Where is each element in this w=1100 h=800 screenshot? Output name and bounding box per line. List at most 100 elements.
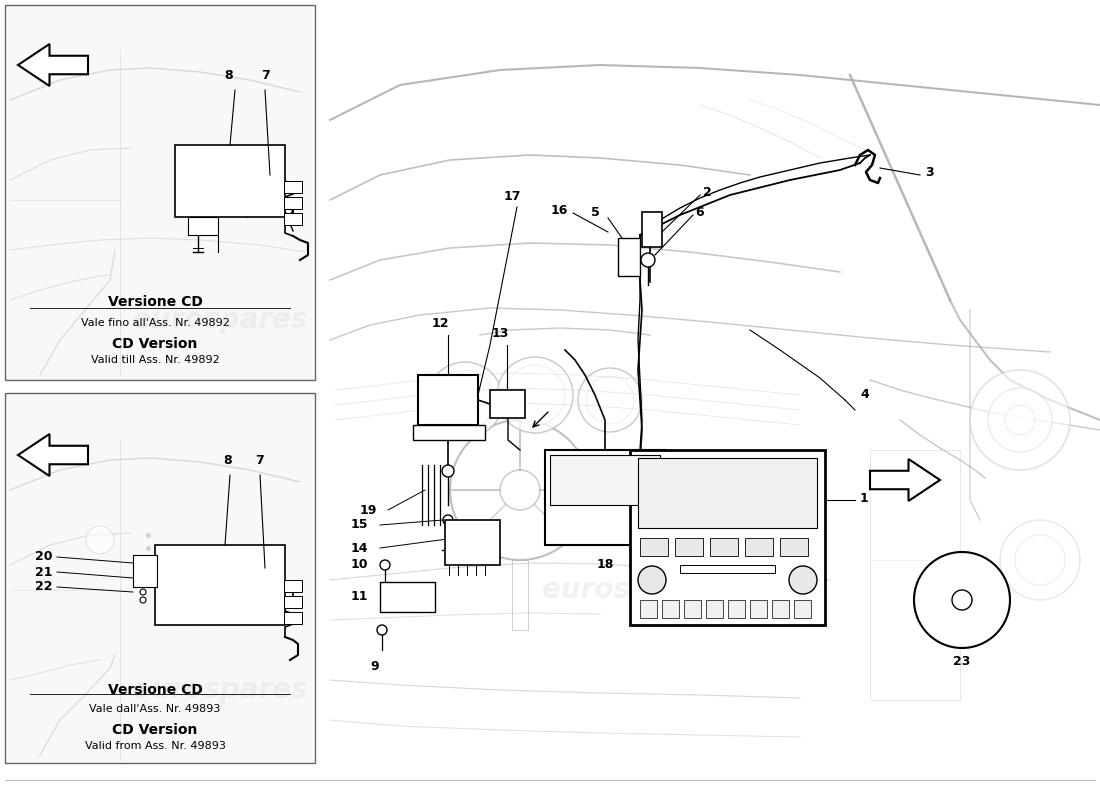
Bar (284, 181, 302, 193)
Bar (675, 538, 703, 556)
Text: CD Version: CD Version (112, 337, 198, 351)
Bar (155, 545, 285, 625)
Bar (680, 565, 775, 573)
Text: Versione CD: Versione CD (108, 295, 202, 309)
Bar (133, 555, 157, 587)
Text: 8: 8 (224, 69, 233, 82)
Text: 3: 3 (925, 166, 934, 179)
Text: 17: 17 (504, 190, 520, 203)
Text: eurospares: eurospares (132, 676, 308, 704)
Text: 18: 18 (596, 558, 614, 571)
Circle shape (443, 515, 453, 525)
Circle shape (1000, 520, 1080, 600)
Text: 22: 22 (34, 581, 52, 594)
Text: 2: 2 (703, 186, 712, 199)
Circle shape (638, 566, 666, 594)
Text: 6: 6 (695, 206, 704, 218)
Circle shape (434, 370, 495, 430)
Text: Vale dall'Ass. Nr. 49893: Vale dall'Ass. Nr. 49893 (89, 704, 221, 714)
Bar (642, 212, 662, 247)
Circle shape (379, 560, 390, 570)
Bar (618, 238, 640, 276)
Bar (284, 197, 302, 209)
Text: 1: 1 (860, 491, 869, 505)
Text: CD Version: CD Version (112, 723, 198, 737)
Circle shape (86, 526, 114, 554)
Circle shape (578, 368, 642, 432)
Bar (284, 213, 302, 225)
Circle shape (914, 552, 1010, 648)
Bar (284, 580, 302, 592)
Circle shape (1005, 405, 1035, 435)
Circle shape (500, 470, 540, 510)
Bar (412, 425, 485, 440)
Text: eurospares: eurospares (132, 306, 308, 334)
Circle shape (140, 589, 146, 595)
Circle shape (586, 376, 634, 424)
Bar (6, 393, 315, 763)
Circle shape (140, 597, 146, 603)
Bar (728, 600, 745, 618)
Bar (550, 455, 660, 505)
Bar (175, 145, 285, 217)
Text: 15: 15 (351, 518, 369, 531)
Circle shape (377, 625, 387, 635)
Text: 5: 5 (592, 206, 600, 219)
Circle shape (952, 590, 972, 610)
Bar (745, 538, 773, 556)
Circle shape (789, 566, 817, 594)
Bar (706, 600, 723, 618)
Text: 12: 12 (431, 317, 449, 330)
Bar (446, 520, 501, 565)
Text: eurospares: eurospares (542, 576, 717, 604)
Bar (418, 375, 478, 425)
Text: 7: 7 (261, 69, 270, 82)
Bar (750, 600, 767, 618)
Bar (640, 600, 657, 618)
Text: 16: 16 (551, 203, 568, 217)
Text: 13: 13 (492, 327, 508, 340)
Bar (684, 600, 701, 618)
Bar (379, 582, 434, 612)
Text: 19: 19 (360, 503, 377, 517)
Circle shape (641, 253, 654, 267)
Circle shape (442, 465, 454, 477)
Bar (188, 217, 218, 235)
Bar (284, 596, 302, 608)
Bar (630, 450, 825, 625)
Text: 23: 23 (954, 655, 970, 668)
Text: 21: 21 (34, 566, 52, 578)
Text: 4: 4 (860, 389, 869, 402)
Circle shape (497, 357, 573, 433)
Text: 10: 10 (351, 558, 369, 571)
Bar (640, 538, 668, 556)
Text: 14: 14 (351, 542, 369, 554)
Circle shape (970, 370, 1070, 470)
Text: 7: 7 (255, 454, 264, 467)
Bar (284, 612, 302, 624)
Text: 8: 8 (223, 454, 232, 467)
Polygon shape (870, 459, 940, 501)
Bar (544, 450, 666, 545)
Bar (662, 600, 679, 618)
Bar (490, 390, 525, 418)
Text: 11: 11 (351, 590, 369, 603)
Bar (780, 538, 808, 556)
Circle shape (1015, 535, 1065, 585)
Polygon shape (18, 434, 88, 476)
Bar (794, 600, 811, 618)
Bar (710, 538, 738, 556)
Text: Versione CD: Versione CD (108, 683, 202, 697)
Circle shape (505, 365, 565, 425)
Circle shape (427, 362, 503, 438)
Text: Valid till Ass. Nr. 49892: Valid till Ass. Nr. 49892 (90, 355, 219, 365)
Polygon shape (18, 44, 88, 86)
Text: 9: 9 (371, 660, 380, 673)
Circle shape (988, 388, 1052, 452)
Text: Vale fino all'Ass. Nr. 49892: Vale fino all'Ass. Nr. 49892 (80, 318, 230, 328)
Text: Valid from Ass. Nr. 49893: Valid from Ass. Nr. 49893 (85, 741, 226, 751)
Bar (6, 5, 315, 380)
Bar (638, 458, 817, 528)
Bar (772, 600, 789, 618)
Text: 20: 20 (34, 550, 52, 563)
